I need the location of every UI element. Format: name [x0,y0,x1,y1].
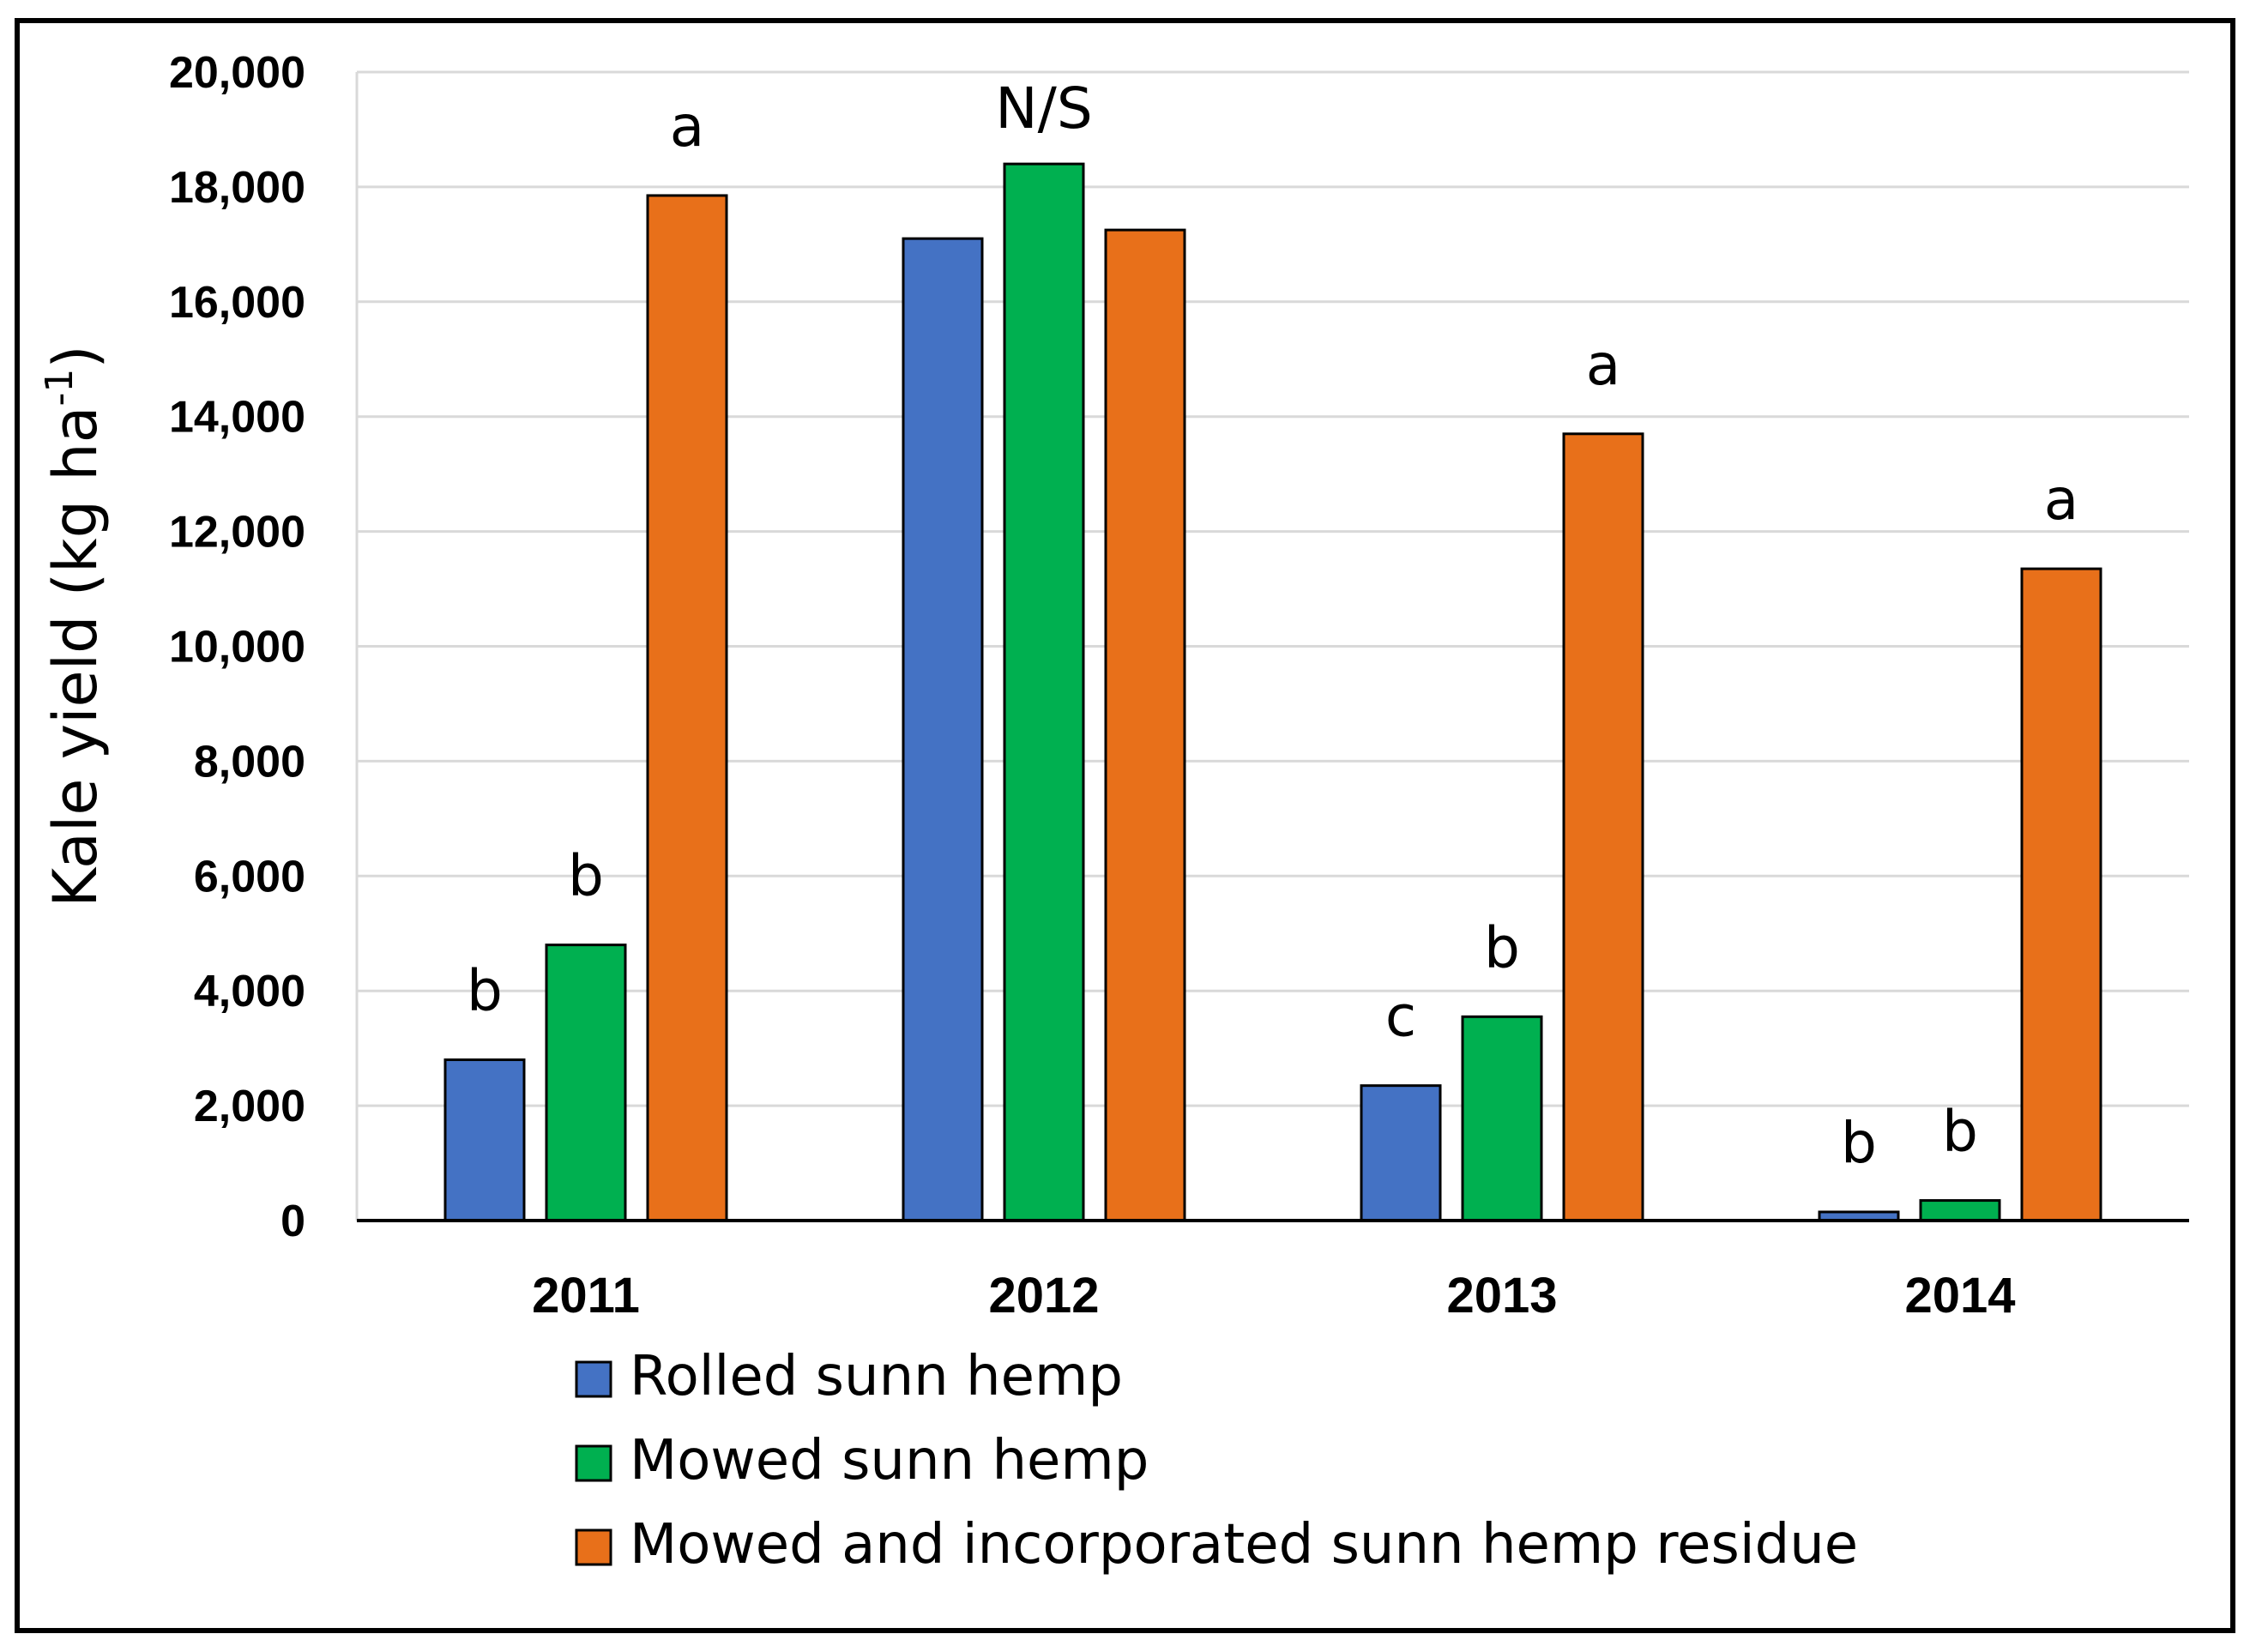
bar-rolled-sunn-hemp-2011 [443,1058,526,1222]
y-axis-title-superscript: -1 [38,369,81,407]
y-tick-label: 6,000 [194,852,305,901]
x-tick-label: 2014 [1904,1268,2015,1323]
significance-letter: c [1385,984,1416,1050]
y-tick-label: 10,000 [169,623,305,672]
x-tick-label: 2011 [532,1268,640,1323]
bar-mowed-and-incorporated-sunn-hemp-residue-2012 [1104,228,1186,1222]
y-tick-label: 12,000 [169,508,305,558]
y-tick-label: 16,000 [169,278,305,328]
legend-swatch [575,1528,612,1566]
y-axis-title-close: ) [40,345,111,368]
y-tick-label: 14,000 [169,393,305,443]
y-tick-label: 8,000 [194,737,305,787]
legend: Rolled sunn hemp Mowed sunn hemp Mowed and… [575,1345,1858,1577]
bar-rolled-sunn-hemp-2013 [1360,1084,1442,1222]
y-tick-label: 4,000 [194,967,305,1016]
x-tick-labels: 2011 2012 2013 2014 [532,1268,2015,1323]
bar-mowed-sunn-hemp-2012 [1003,162,1085,1222]
y-tick-labels: 0 2,000 4,000 6,000 8,000 10,000 12,000 14,000 1… [169,48,305,1246]
legend-label: Mowed sunn hemp [630,1429,1149,1492]
significance-letter: b [1942,1099,1978,1165]
significance-label: N/S [995,75,1093,142]
y-axis-title: Kale yield (kg ha-1) [38,345,111,907]
bar-mowed-and-incorporated-sunn-hemp-residue-2014 [2020,567,2102,1222]
bar-mowed-sunn-hemp-2011 [545,944,627,1222]
axes [355,72,2189,1222]
bar-rolled-sunn-hemp-2012 [902,237,984,1222]
significance-letter: b [1484,914,1520,980]
y-tick-label: 0 [280,1197,305,1246]
legend-label: Mowed and incorporated sunn hemp residue [630,1513,1858,1577]
y-axis-title-main: Kale yield (kg ha [40,406,111,907]
y-tick-label: 18,000 [169,163,305,213]
legend-swatch [575,1360,612,1398]
significance-letter: b [568,843,604,909]
legend-swatch [575,1444,612,1482]
significance-letter: b [1841,1110,1877,1176]
significance-letter: a [670,93,704,160]
legend-label: Rolled sunn hemp [630,1345,1123,1408]
significance-letter: a [1586,332,1620,398]
bar-mowed-sunn-hemp-2014 [1919,1199,2001,1222]
x-tick-label: 2013 [1446,1268,1557,1323]
x-tick-label: 2012 [988,1268,1099,1323]
bar-mowed-and-incorporated-sunn-hemp-residue-2013 [1562,432,1644,1222]
y-tick-label: 2,000 [194,1082,305,1131]
y-tick-label: 20,000 [169,48,305,98]
bar-mowed-and-incorporated-sunn-hemp-residue-2011 [646,194,728,1222]
significance-letter: a [2044,467,2078,533]
significance-letter: b [467,958,503,1024]
bar-mowed-sunn-hemp-2013 [1461,1015,1543,1222]
